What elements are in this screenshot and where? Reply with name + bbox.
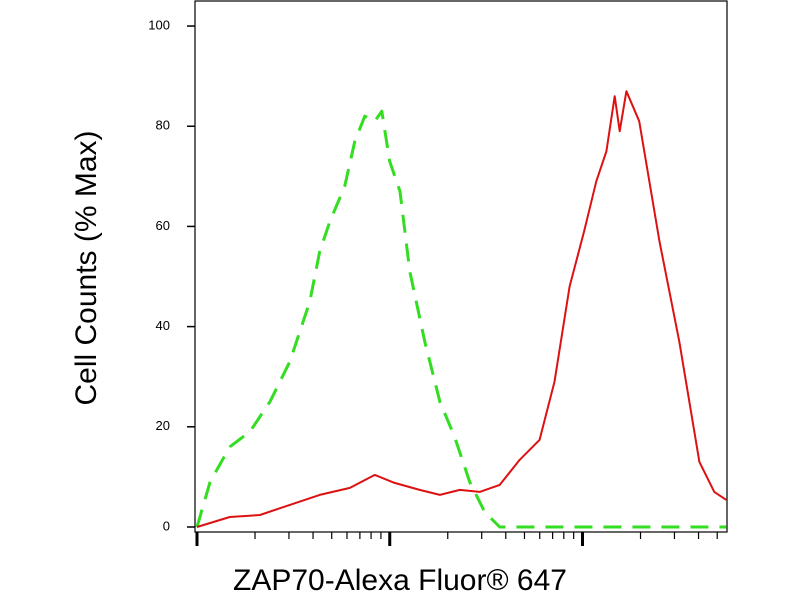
plot-frame [194, 0, 728, 533]
histogram-line [196, 90, 727, 528]
y-tick-label: 60 [156, 218, 170, 233]
x-axis-title: ZAP70-Alexa Fluor® 647 [233, 564, 567, 597]
y-tick-label: 100 [148, 17, 170, 32]
y-tick-label: 20 [156, 418, 170, 433]
y-axis-title: Cell Counts (% Max) [70, 130, 103, 405]
y-tick-label: 40 [156, 318, 170, 333]
y-tick-label: 0 [163, 518, 170, 533]
histogram-line [195, 109, 727, 529]
y-tick-label: 80 [156, 118, 170, 133]
